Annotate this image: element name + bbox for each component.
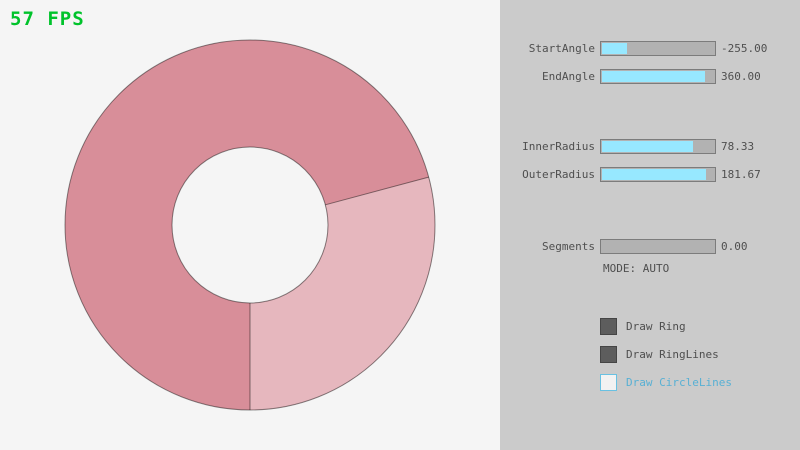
segments-slider[interactable] [600,238,716,254]
inner-radius-slider[interactable] [600,138,716,154]
start-angle-label: StartAngle [528,41,595,55]
end-angle-slider[interactable] [600,68,716,84]
inner-radius-label: InnerRadius [522,139,595,153]
ring-edge-line-right [325,176,429,206]
draw-ring-checkbox-label: Draw Ring [626,320,686,333]
draw-circlelines-checkbox-box[interactable] [600,374,617,391]
drawing-canvas: 57 FPS [10,8,436,411]
draw-ring-checkbox-box[interactable] [600,318,617,335]
inner-radius-slider-fill [602,140,694,152]
end-angle-value: 360.00 [721,69,761,83]
end-angle-label: EndAngle [542,69,595,83]
draw-ringlines-checkbox-box[interactable] [600,346,617,363]
slider-row-segments: Segments 0.00 [500,238,800,254]
inner-radius-value: 78.33 [721,139,755,153]
segments-label: Segments [542,239,595,253]
outer-radius-slider-fill [602,168,706,180]
draw-circlelines-checkbox[interactable]: Draw CircleLines [600,374,732,391]
outer-radius-value: 181.67 [721,167,761,181]
outer-radius-slider[interactable] [600,166,716,182]
slider-row-inner-radius: InnerRadius 78.33 [500,138,800,154]
segments-value: 0.00 [721,239,748,253]
draw-ring-checkbox[interactable]: Draw Ring [600,318,686,335]
slider-row-end-angle: EndAngle 360.00 [500,68,800,84]
slider-row-start-angle: StartAngle -255.00 [500,40,800,56]
start-angle-slider-fill [602,42,628,54]
ring-outer-outline [64,39,436,411]
ring-inner-outline [171,146,329,304]
draw-circlelines-checkbox-label: Draw CircleLines [626,376,732,389]
ring-light-segment [250,177,435,410]
control-panel: StartAngle -255.00 EndAngle 360.00 Inner… [500,0,800,450]
start-angle-value: -255.00 [721,41,768,55]
segments-mode-label: MODE: AUTO [603,262,670,275]
start-angle-slider[interactable] [600,40,716,56]
draw-ringlines-checkbox[interactable]: Draw RingLines [600,346,719,363]
draw-ringlines-checkbox-label: Draw RingLines [626,348,719,361]
outer-radius-label: OuterRadius [522,167,595,181]
ring-figure [64,39,436,411]
fps-counter: 57 FPS [10,8,85,30]
slider-row-outer-radius: OuterRadius 181.67 [500,166,800,182]
end-angle-slider-fill [602,70,705,82]
